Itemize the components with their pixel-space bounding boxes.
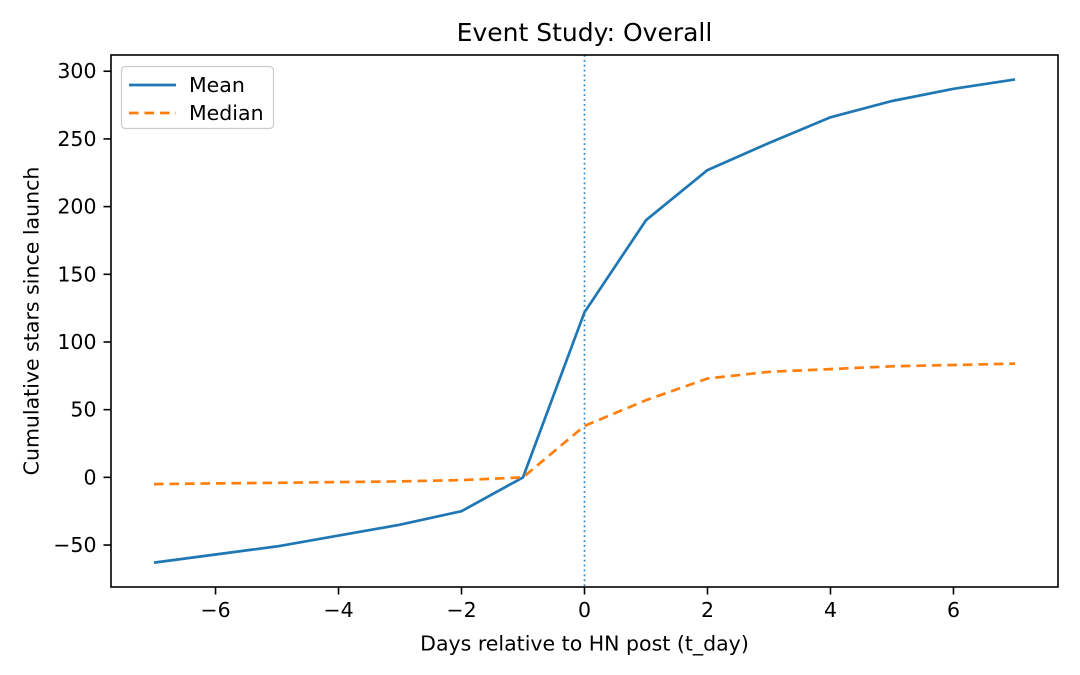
x-tick-label: 6 <box>947 598 960 622</box>
y-tick-label: 150 <box>57 262 96 286</box>
y-tick-label: 0 <box>83 465 96 489</box>
legend-box <box>120 65 275 130</box>
mean-line <box>153 78 1016 564</box>
x-axis-ticks: −6 −4 −2 0 2 4 6 <box>200 587 960 622</box>
y-axis-ticks: −50 0 50 100 150 200 250 300 <box>53 59 111 557</box>
chart-title: Event Study: Overall <box>457 18 713 47</box>
x-tick-label: −2 <box>446 598 476 622</box>
y-tick-label: 250 <box>57 127 96 151</box>
x-tick-label: −4 <box>323 598 353 622</box>
legend-mean-label: Mean <box>189 73 245 97</box>
x-tick-label: 4 <box>824 598 837 622</box>
y-tick-label: 50 <box>70 398 96 422</box>
legend-median-label: Median <box>189 101 264 125</box>
median-line <box>153 362 1016 486</box>
x-tick-label: 0 <box>578 598 591 622</box>
y-tick-label: 200 <box>57 195 96 219</box>
plot-frame <box>110 54 1059 588</box>
series-lines <box>153 78 1016 564</box>
y-tick-label: 100 <box>57 330 96 354</box>
x-tick-label: 2 <box>701 598 714 622</box>
y-axis-label: Cumulative stars since launch <box>20 167 44 476</box>
y-tick-label: 300 <box>57 59 96 83</box>
x-axis-label: Days relative to HN post (t_day) <box>420 632 749 657</box>
legend: Mean Median <box>120 65 275 130</box>
y-tick-label: −50 <box>53 533 96 557</box>
x-tick-label: −6 <box>200 598 230 622</box>
